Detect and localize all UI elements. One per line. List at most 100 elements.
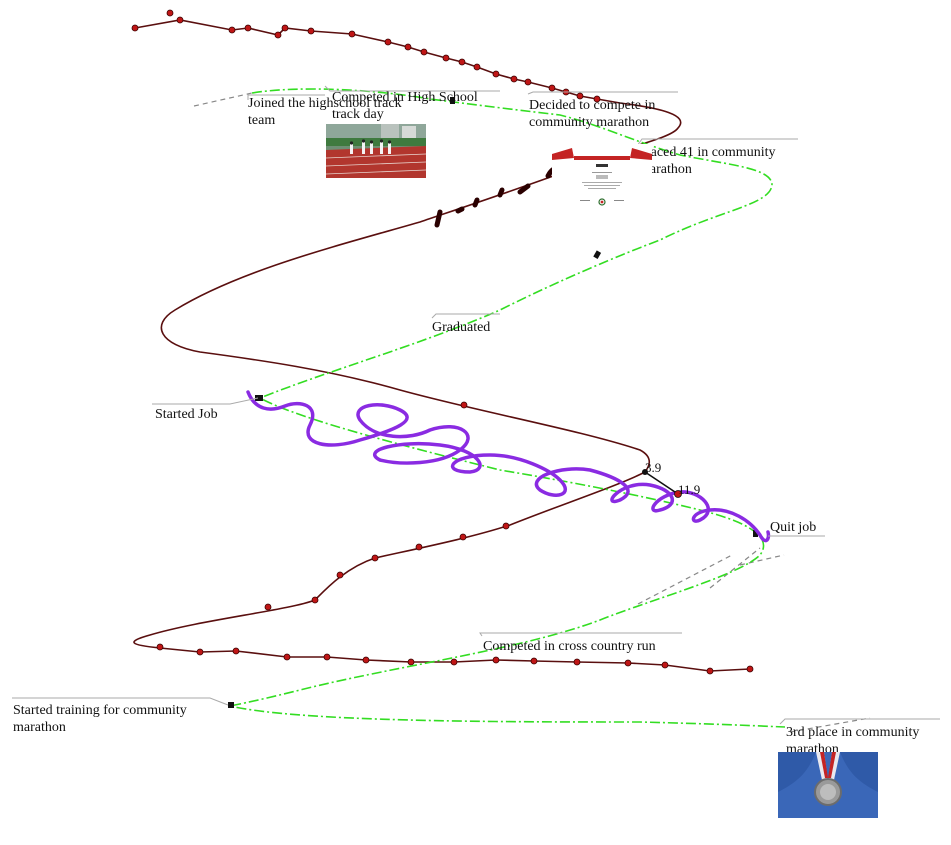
leader-line [636, 138, 798, 147]
label-leaders [12, 85, 940, 725]
medal-image [778, 752, 878, 818]
event-competed-hs-line2: track day [332, 107, 384, 122]
timeline-point [196, 648, 204, 656]
certificate-image [552, 144, 652, 214]
dashed-guides [193, 92, 871, 733]
timeline-point [232, 647, 240, 655]
event-joined-track-line2: team [248, 113, 275, 128]
timeline-points [131, 9, 754, 675]
event-started-training-line2: marathon [13, 720, 66, 735]
timeline-point [371, 554, 379, 562]
timeline-point [661, 661, 669, 669]
timeline-point [323, 653, 331, 661]
timeline-point [166, 9, 174, 17]
track-photo [325, 124, 427, 178]
timeline-point [228, 26, 236, 34]
event-graduated: Graduated [432, 320, 490, 335]
event-joined-track-line1: Joined the highschool track [248, 96, 402, 111]
value-point-3-9 [642, 469, 648, 475]
timeline-point [624, 659, 632, 667]
life-path-marker [593, 250, 602, 259]
dashed-guide [709, 547, 761, 589]
timeline-heavy-mark [434, 209, 443, 228]
timeline-point [415, 543, 423, 551]
timeline-point [420, 48, 428, 56]
event-quit-job: Quit job [770, 520, 816, 535]
timeline-heavy-mark [497, 187, 505, 198]
dashed-guide [739, 554, 785, 566]
leader-line [247, 94, 325, 100]
timeline-point [573, 658, 581, 666]
timeline-point [502, 522, 510, 530]
timeline-heavy-marks [434, 165, 561, 228]
event-decided-marathon: Decided to compete in community marathon [529, 98, 659, 130]
event-joined-track: Joined the highschool track team [248, 96, 405, 128]
timeline-point [524, 78, 532, 86]
event-third-place-line1: 3rd place in community [786, 725, 919, 740]
life-path-markers [228, 97, 758, 708]
timeline-point [460, 401, 468, 409]
timeline-point [576, 92, 584, 100]
event-competed-hs: Competed in High School track day [332, 90, 481, 122]
event-started-training-line1: Started training for community [13, 703, 187, 718]
timeline-point [384, 38, 392, 46]
life-path-marker [228, 702, 234, 708]
event-started-training: Started training for community marathon [13, 703, 190, 735]
life-path [229, 88, 786, 728]
timeline-heavy-mark [455, 206, 465, 214]
life-path-marker [255, 395, 263, 401]
leader-line [324, 85, 500, 92]
timeline-point [458, 58, 466, 66]
leader-line [431, 313, 500, 319]
timeline-point [492, 656, 500, 664]
timeline-point [706, 667, 714, 675]
timeline-point [442, 54, 450, 62]
timeline-point [274, 31, 282, 39]
timeline-point [510, 75, 518, 83]
timeline-point [348, 30, 356, 38]
event-decided-marathon-line2: community marathon [529, 115, 649, 130]
timeline-heavy-mark [517, 183, 531, 195]
dashed-guide [637, 554, 733, 605]
value-connector [644, 471, 679, 495]
value-label-11-9: 11.9 [678, 482, 700, 497]
timeline-point [473, 63, 481, 71]
timeline-point [492, 70, 500, 78]
timeline-point [450, 658, 458, 666]
timeline-point [156, 643, 164, 651]
timeline-point [281, 24, 289, 32]
timeline-point [530, 657, 538, 665]
event-started-job: Started Job [155, 407, 218, 422]
leader-line [479, 632, 682, 637]
timeline-point [593, 95, 601, 103]
timeline-point [336, 571, 344, 579]
dashed-guide [193, 92, 253, 107]
timeline-point [244, 24, 252, 32]
timeline-heavy-mark [472, 197, 480, 208]
leader-line [152, 397, 259, 405]
timeline-point [548, 84, 556, 92]
timeline-point [283, 653, 291, 661]
event-placed-41-line1: Placed 41 in community [639, 145, 775, 160]
timeline-point [264, 603, 272, 611]
event-placed-41-line2: marathon [639, 162, 692, 177]
timeline-curve [133, 19, 751, 672]
timeline-point [407, 658, 415, 666]
event-competed-hs-line1: Competed in High School [332, 90, 478, 105]
timeline-point [131, 24, 139, 32]
life-path-marker [753, 530, 758, 537]
event-placed-41: Placed 41 in community marathon [639, 145, 779, 177]
value-label-3-9: 3.9 [645, 460, 661, 475]
timeline-point [176, 16, 184, 24]
event-decided-marathon-line1: Decided to compete in [529, 98, 655, 113]
timeline-point [307, 27, 315, 35]
event-cross-country: Competed in cross country run [483, 639, 656, 654]
value-point-11-9 [674, 490, 682, 498]
timeline-point [362, 656, 370, 664]
life-path-marker [450, 97, 455, 104]
activity-squiggle [246, 390, 771, 543]
leader-line [12, 697, 229, 706]
timeline-point [404, 43, 412, 51]
